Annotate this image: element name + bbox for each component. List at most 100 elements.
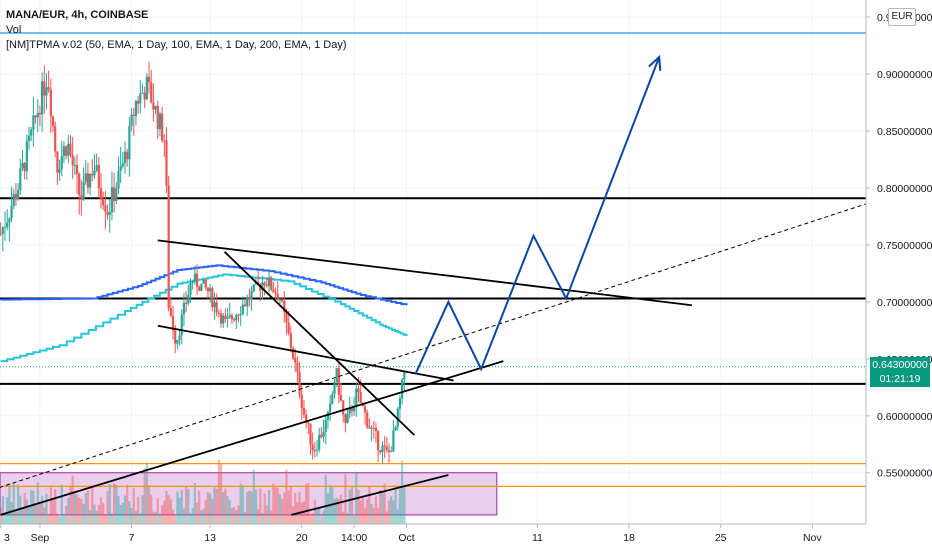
candle-body [363,406,367,413]
plot-area[interactable] [0,0,867,524]
volume-bar [104,515,107,524]
candle-body [339,394,343,401]
volume-bar [126,484,129,524]
volume-bar [110,513,114,524]
trend-line[interactable] [157,324,454,382]
candle-body [12,194,15,206]
candle-body [145,76,148,100]
volume-bar [211,499,214,524]
volume-bar [313,499,316,524]
volume-bar [377,507,380,524]
indicator-label[interactable]: [NM]TPMA v.02 (50, EMA, 1 Day, 100, EMA,… [6,39,347,51]
candle-body [121,163,124,167]
price-axis[interactable]: 0.950000000.900000000.850000000.80000000… [865,0,932,524]
trend-lines[interactable] [0,203,867,516]
candle-body [78,173,81,196]
candle-body [84,173,87,182]
volume-bar [165,490,168,524]
candle-body [25,141,28,172]
volume-bar [47,515,50,524]
volume-bar [366,498,369,524]
candle-body [117,170,120,189]
candle-body [296,362,299,373]
candle-body [150,82,153,103]
candle-body [158,113,162,130]
volume-bar [62,513,66,524]
candle-body [401,379,404,399]
trend-line[interactable] [0,360,504,516]
projection-polyline[interactable] [414,56,661,375]
candle-body [169,308,172,316]
volume-bar [93,504,96,524]
candle-body [342,400,345,415]
volume-bar [3,513,7,524]
candle-body [161,113,164,141]
volume-bar [147,484,151,524]
currency-tag[interactable]: EUR [888,8,916,26]
time-axis-background [0,524,932,550]
volume-bar [99,497,103,524]
time-tick-label: 13 [204,532,216,544]
dashed-trend-line[interactable] [0,203,867,488]
volume-bar [315,508,319,524]
volume-bar [73,492,76,524]
horizontal-levels[interactable] [0,32,866,488]
candle-body [219,313,223,324]
candle-body [82,181,85,200]
symbol-title[interactable]: MANA/EUR, 4h, COINBASE [6,9,149,21]
candle-body [298,372,301,395]
time-axis[interactable]: 3 Sep 7 13 20 14:00 Oct 11 18 25 Nov [0,523,932,550]
support-zone[interactable] [0,472,498,516]
candle-body [191,281,194,283]
current-price-badge: 0.64300000 01:21:19 [870,357,930,387]
candle-body [56,151,59,173]
candle-body [97,164,100,188]
volume-bar [267,490,271,524]
projection-path[interactable] [414,54,662,375]
price-tick-label: 0.60000000 [877,411,932,423]
volume-bar [32,490,35,524]
candle-body [36,112,39,118]
candle-body [178,335,181,340]
volume-bar [30,490,33,524]
candle-body [300,394,303,408]
volume-bar [326,493,330,524]
candle-body [51,116,55,127]
candle-body [302,407,306,415]
chart-legend: MANA/EUR, 4h, COINBASE Vol [NM]TPMA v.02… [6,8,347,53]
candle-body [6,222,9,228]
candle-body [392,430,395,452]
volume-bar [178,497,181,524]
volume-bar [167,495,170,524]
candle-body [45,87,48,96]
trend-line[interactable] [223,251,415,436]
volume-bar [187,489,190,524]
volume-bar [359,500,362,524]
candle-body [276,293,279,300]
volume-bar [363,508,367,524]
candle-body [189,282,192,295]
candle-body [213,302,216,308]
volume-bar [38,501,42,524]
price-axis-background [866,0,932,524]
trend-line[interactable] [157,239,692,307]
projection-arrowhead[interactable] [648,54,662,71]
volume-label[interactable]: Vol [6,24,22,36]
volume-bar [200,510,203,524]
trend-line[interactable] [291,474,449,516]
volume-bar [198,490,201,524]
volume-bar [60,484,63,524]
candle-body [294,358,297,363]
price-tick-label: 0.70000000 [877,297,932,309]
volume-bar [130,508,133,524]
support-zone-rect[interactable] [0,472,498,516]
volume-bar [143,468,146,524]
candle-body [357,388,360,392]
candle-body [274,292,277,294]
candle-body [49,89,52,117]
candle-body [241,304,244,314]
candle-body [206,287,210,292]
candle-body [322,431,325,437]
time-tick-label: 20 [296,532,308,544]
